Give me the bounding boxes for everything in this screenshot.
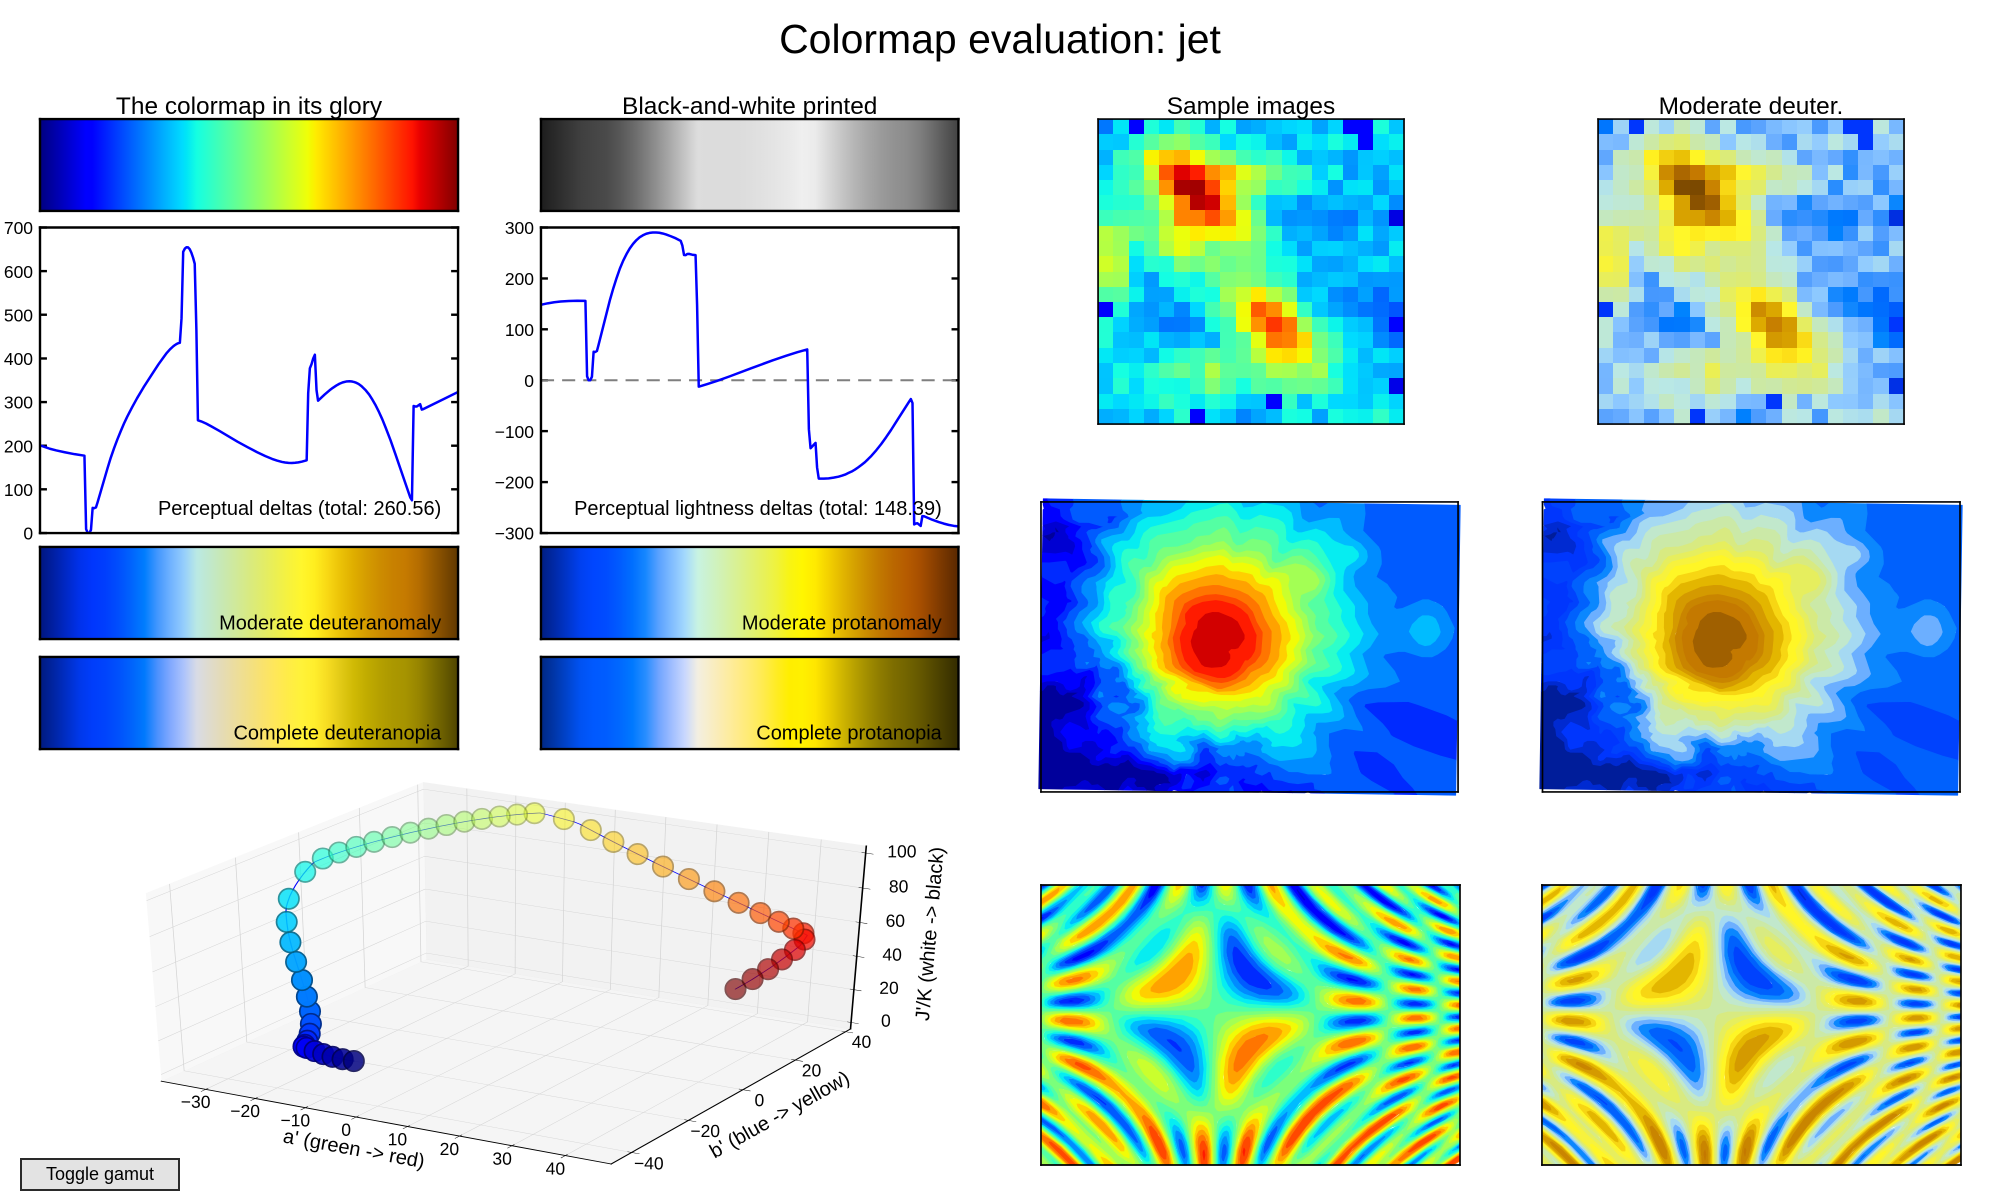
svg-text:20: 20 <box>802 1060 822 1080</box>
svg-text:100: 100 <box>505 320 534 340</box>
svg-text:200: 200 <box>4 436 33 456</box>
svg-text:700: 700 <box>4 218 33 238</box>
svg-text:300: 300 <box>4 393 33 413</box>
svg-text:−200: −200 <box>495 473 535 493</box>
svg-text:40: 40 <box>882 945 902 965</box>
svg-text:100: 100 <box>4 480 33 500</box>
svg-text:Perceptual lightness deltas (t: Perceptual lightness deltas (total: 148.… <box>574 498 942 520</box>
svg-text:600: 600 <box>4 262 33 282</box>
svg-text:Complete protanopia: Complete protanopia <box>756 722 942 744</box>
svg-text:10: 10 <box>388 1129 408 1149</box>
svg-text:20: 20 <box>440 1139 460 1159</box>
svg-text:300: 300 <box>505 218 534 238</box>
svg-text:Sample images: Sample images <box>1167 93 1335 120</box>
svg-text:−30: −30 <box>181 1092 211 1112</box>
svg-text:40: 40 <box>852 1032 872 1052</box>
svg-text:Moderate protanomaly: Moderate protanomaly <box>742 612 942 634</box>
svg-text:0: 0 <box>341 1120 351 1140</box>
svg-text:Moderate deuteranomaly: Moderate deuteranomaly <box>219 612 441 634</box>
svg-text:Perceptual deltas (total: 260.: Perceptual deltas (total: 260.56) <box>158 498 441 520</box>
svg-text:100: 100 <box>887 841 917 861</box>
svg-text:Black-and-white printed: Black-and-white printed <box>622 93 877 120</box>
svg-text:400: 400 <box>4 349 33 369</box>
svg-text:−20: −20 <box>690 1121 720 1141</box>
svg-text:0: 0 <box>524 371 534 391</box>
svg-text:−300: −300 <box>495 524 535 544</box>
svg-text:Complete deuteranopia: Complete deuteranopia <box>233 722 442 744</box>
svg-text:−100: −100 <box>495 422 535 442</box>
svg-text:−40: −40 <box>634 1153 664 1173</box>
svg-text:30: 30 <box>492 1149 512 1169</box>
svg-text:500: 500 <box>4 305 33 325</box>
svg-text:0: 0 <box>881 1011 891 1031</box>
svg-text:20: 20 <box>879 978 899 998</box>
svg-text:60: 60 <box>886 911 906 931</box>
svg-text:200: 200 <box>505 269 534 289</box>
svg-text:80: 80 <box>889 876 909 896</box>
svg-text:Moderate deuter.: Moderate deuter. <box>1659 93 1844 120</box>
svg-text:−10: −10 <box>280 1110 310 1130</box>
svg-text:0: 0 <box>23 524 33 544</box>
svg-text:−20: −20 <box>230 1101 260 1121</box>
svg-text:0: 0 <box>755 1090 765 1110</box>
svg-text:40: 40 <box>546 1159 566 1179</box>
svg-text:The colormap in its glory: The colormap in its glory <box>116 93 383 120</box>
svg-text:Colormap evaluation: jet: Colormap evaluation: jet <box>779 16 1221 62</box>
